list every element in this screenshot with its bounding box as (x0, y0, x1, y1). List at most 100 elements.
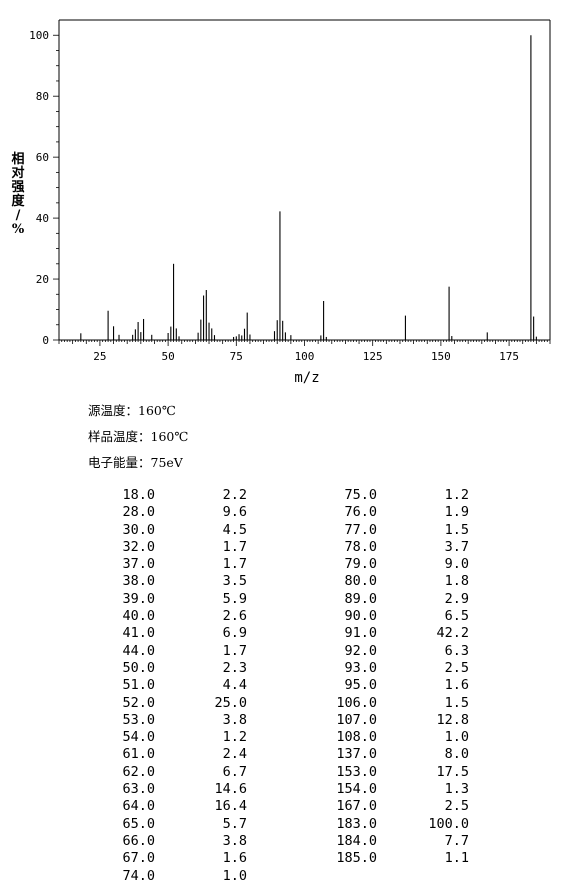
peak-table-row: 79.0 9.0 (317, 556, 469, 573)
peak-table-row: 67.0 1.6 (95, 850, 247, 867)
y-axis-label-char: % (12, 222, 25, 237)
peak-table-row: 80.0 1.8 (317, 573, 469, 590)
abundance-value: 2.5 (444, 798, 469, 815)
peak-table-row: 77.0 1.5 (317, 522, 469, 539)
peak-table-row: 44.0 1.7 (95, 643, 247, 660)
peak-table-row: 39.0 5.9 (95, 591, 247, 608)
mz-value: 76.0 (344, 504, 377, 521)
mz-value: 53.0 (122, 711, 155, 728)
peak-table-row: 106.0 1.5 (317, 695, 469, 712)
peak-table-row: 167.0 2.5 (317, 798, 469, 815)
abundance-value: 2.4 (222, 746, 247, 763)
mz-value: 74.0 (122, 867, 155, 884)
abundance-value: 9.6 (222, 504, 247, 521)
abundance-value: 1.1 (444, 850, 469, 867)
peak-table-row: 74.0 1.0 (95, 868, 247, 885)
mz-value: 185.0 (336, 850, 377, 867)
abundance-value: 2.3 (222, 659, 247, 676)
peak-table-row: 65.0 5.7 (95, 816, 247, 833)
abundance-value: 9.0 (444, 556, 469, 573)
y-tick-label: 0 (42, 334, 49, 347)
abundance-value: 1.7 (222, 556, 247, 573)
mz-value: 93.0 (344, 659, 377, 676)
abundance-value: 1.6 (444, 677, 469, 694)
mz-value: 92.0 (344, 642, 377, 659)
source-temperature: 源温度：160℃ (88, 403, 176, 418)
x-tick-label: 175 (499, 350, 519, 363)
abundance-value: 1.0 (222, 867, 247, 884)
abundance-value: 4.4 (222, 677, 247, 694)
peak-table-row: 108.0 1.0 (317, 729, 469, 746)
peak-table-row: 90.0 6.5 (317, 608, 469, 625)
x-axis-label: m/z (294, 370, 319, 386)
peak-bars (80, 35, 537, 340)
peak-table-row: 75.0 1.2 (317, 487, 469, 504)
abundance-value: 3.8 (222, 832, 247, 849)
peak-table-row: 107.0 12.8 (317, 712, 469, 729)
mz-value: 64.0 (122, 798, 155, 815)
y-tick-label: 80 (36, 90, 49, 103)
peak-table-row: 30.0 4.5 (95, 522, 247, 539)
peak-table-row: 153.0 17.5 (317, 764, 469, 781)
abundance-value: 1.2 (222, 729, 247, 746)
y-axis-label-char: / (16, 208, 21, 223)
peak-table-row: 38.0 3.5 (95, 573, 247, 590)
x-tick-label: 50 (161, 350, 174, 363)
x-tick-label: 125 (363, 350, 383, 363)
mz-value: 91.0 (344, 625, 377, 642)
mz-value: 107.0 (336, 711, 377, 728)
abundance-value: 1.9 (444, 504, 469, 521)
abundance-value: 17.5 (436, 763, 469, 780)
mz-value: 18.0 (122, 487, 155, 503)
mz-value: 37.0 (122, 556, 155, 573)
abundance-value: 6.7 (222, 763, 247, 780)
mz-value: 184.0 (336, 832, 377, 849)
peak-table-row: 41.0 6.9 (95, 625, 247, 642)
peak-table-row: 185.0 1.1 (317, 850, 469, 867)
mass-spectrum-chart: 25 50 75 100 125 150 175 0 20 40 60 80 100 m/z 相对强度… (11, 19, 551, 386)
mz-value: 167.0 (336, 798, 377, 815)
mz-value: 89.0 (344, 590, 377, 607)
peak-table-row: 52.0 25.0 (95, 695, 247, 712)
abundance-value: 8.0 (444, 746, 469, 763)
mz-value: 77.0 (344, 521, 377, 538)
y-axis-label-char: 相 (11, 151, 24, 167)
mz-value: 32.0 (122, 538, 155, 555)
peak-table-row: 78.0 3.7 (317, 539, 469, 556)
mz-value: 50.0 (122, 659, 155, 676)
abundance-value: 2.9 (444, 590, 469, 607)
mz-value: 52.0 (122, 694, 155, 711)
mz-value: 41.0 (122, 625, 155, 642)
abundance-value: 14.6 (214, 781, 247, 798)
mz-value: 40.0 (122, 608, 155, 625)
peak-table-row: 95.0 1.6 (317, 677, 469, 694)
abundance-value: 100.0 (428, 815, 469, 832)
peak-table-row: 64.0 16.4 (95, 798, 247, 815)
peak-table-row: 53.0 3.8 (95, 712, 247, 729)
abundance-value: 1.5 (444, 521, 469, 538)
peak-table-row: 54.0 1.2 (95, 729, 247, 746)
abundance-value: 4.5 (222, 521, 247, 538)
abundance-value: 25.0 (214, 694, 247, 711)
y-tick-label: 40 (36, 212, 49, 225)
abundance-value: 1.5 (444, 694, 469, 711)
abundance-value: 1.8 (444, 573, 469, 590)
sample-temperature: 样品温度：160℃ (88, 429, 189, 444)
mz-value: 137.0 (336, 746, 377, 763)
x-tick-label: 150 (431, 350, 451, 363)
x-tick-label: 100 (295, 350, 315, 363)
abundance-value: 5.7 (222, 815, 247, 832)
mz-value: 54.0 (122, 729, 155, 746)
peak-table-row: 154.0 1.3 (317, 781, 469, 798)
mz-value: 44.0 (122, 642, 155, 659)
peak-table-row: 40.0 2.6 (95, 608, 247, 625)
mz-value: 80.0 (344, 573, 377, 590)
abundance-value: 3.7 (444, 538, 469, 555)
x-tick-label: 25 (93, 350, 106, 363)
abundance-value: 1.0 (444, 729, 469, 746)
peak-table-row: 61.0 2.4 (95, 746, 247, 763)
mz-value: 66.0 (122, 832, 155, 849)
mz-value: 154.0 (336, 781, 377, 798)
abundance-value: 2.5 (444, 659, 469, 676)
